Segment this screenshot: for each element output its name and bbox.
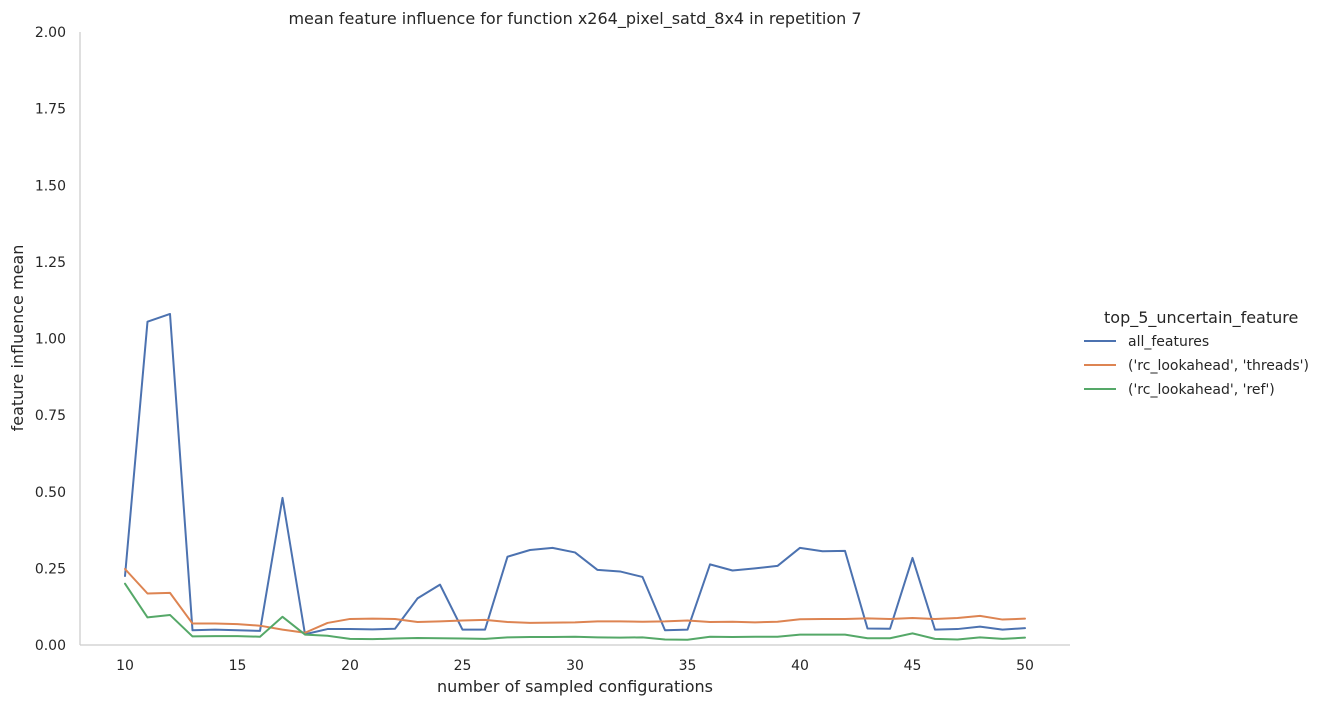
y-tick-label: 1.50: [35, 178, 66, 194]
x-tick-label: 35: [679, 658, 697, 674]
legend-label-1: all_features: [1128, 334, 1209, 350]
x-tick-label: 20: [341, 658, 359, 674]
y-tick-label: 0.50: [35, 485, 66, 501]
x-tick-label: 45: [904, 658, 922, 674]
y-tick-label: 1.75: [35, 102, 66, 118]
x-axis-label: number of sampled configurations: [437, 677, 713, 696]
y-tick-label: 1.00: [35, 332, 66, 348]
x-tick-label: 30: [566, 658, 584, 674]
series-line-3: [124, 582, 1026, 641]
series-line-2: [124, 567, 1026, 634]
x-axis-ticks: 10 15 20 25 30 35 40 45 50: [116, 658, 1034, 674]
y-tick-label: 0.00: [35, 638, 66, 654]
x-tick-label: 15: [229, 658, 247, 674]
x-tick-label: 10: [116, 658, 134, 674]
x-tick-label: 50: [1016, 658, 1034, 674]
legend-title: top_5_uncertain_feature: [1104, 308, 1298, 328]
chart-title: mean feature influence for function x264…: [288, 9, 861, 29]
series-lines: [124, 312, 1026, 641]
y-tick-label: 2.00: [35, 25, 66, 41]
legend-label-3: ('rc_lookahead', 'ref'): [1128, 382, 1275, 398]
series-line-1: [124, 312, 1026, 636]
y-tick-label: 0.75: [35, 408, 66, 424]
x-tick-label: 40: [791, 658, 809, 674]
y-tick-label: 0.25: [35, 561, 66, 577]
legend-label-2: ('rc_lookahead', 'threads'): [1128, 358, 1309, 374]
y-axis-ticks: 0.00 0.25 0.50 0.75 1.00 1.25 1.50 1.75 2.00: [35, 25, 66, 654]
legend: top_5_uncertain_feature all_features ('rc…: [1084, 308, 1309, 398]
y-tick-label: 1.25: [35, 255, 66, 271]
x-tick-label: 25: [454, 658, 472, 674]
y-axis-label: feature influence mean: [8, 245, 27, 432]
